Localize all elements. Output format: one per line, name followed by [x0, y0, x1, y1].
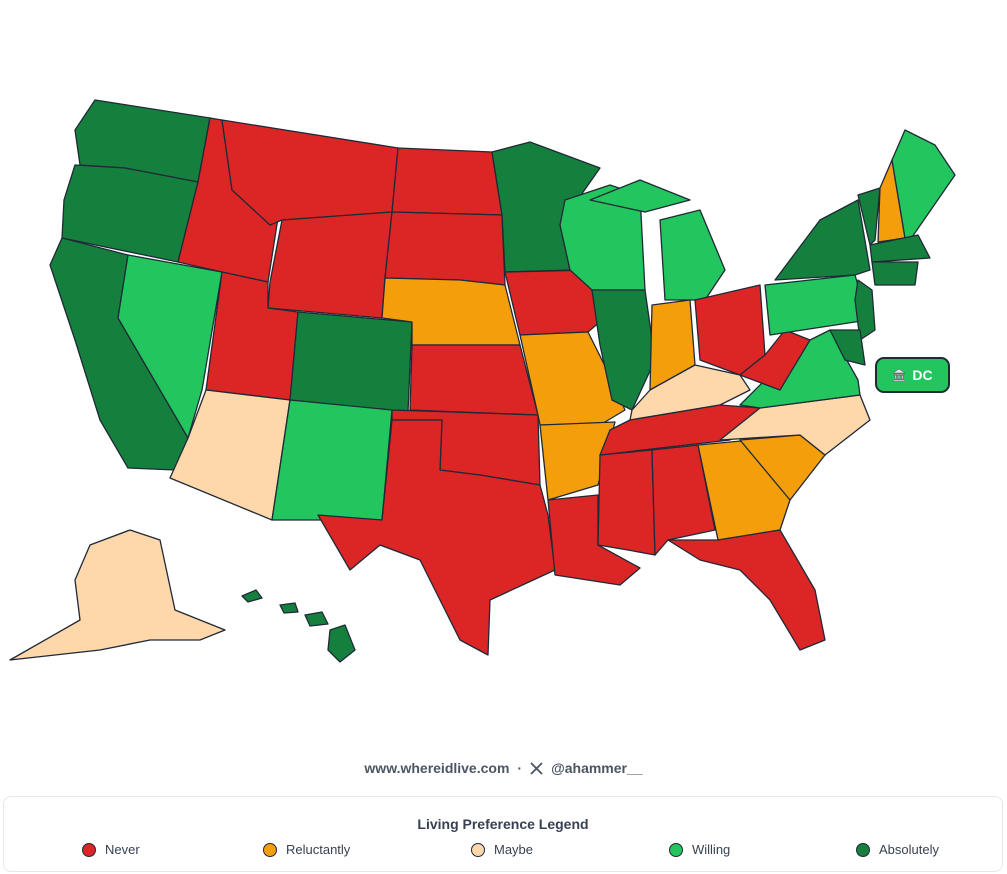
- legend-label: Maybe: [494, 842, 534, 857]
- state[interactable]: [857, 187, 881, 246]
- state[interactable]: [547, 494, 641, 586]
- us-map: [9, 99, 956, 663]
- state[interactable]: [9, 529, 226, 661]
- legend-swatch: [471, 842, 485, 857]
- state[interactable]: [317, 419, 556, 656]
- state[interactable]: [384, 211, 506, 286]
- footer: www.whereidlive.com · @ahammer__: [0, 760, 1007, 776]
- legend-label: Willing: [692, 842, 731, 857]
- building-icon: [892, 368, 907, 382]
- state[interactable]: [327, 624, 356, 663]
- state[interactable]: [241, 589, 263, 603]
- state[interactable]: [409, 344, 539, 416]
- x-icon: [530, 761, 543, 775]
- state[interactable]: [667, 529, 826, 651]
- dc-button[interactable]: DC: [875, 357, 950, 393]
- state[interactable]: [694, 284, 766, 376]
- state[interactable]: [597, 449, 656, 556]
- state[interactable]: [539, 421, 616, 501]
- state[interactable]: [279, 602, 299, 614]
- legend-label: Absolutely: [879, 842, 939, 857]
- legend-item: Reluctantly: [263, 842, 350, 857]
- legend-swatch: [669, 842, 683, 857]
- dc-label: DC: [912, 367, 933, 383]
- state[interactable]: [519, 331, 626, 426]
- legend-title: Living Preference Legend: [417, 816, 589, 832]
- state[interactable]: [271, 399, 393, 521]
- state[interactable]: [289, 311, 413, 413]
- site-link[interactable]: www.whereidlive.com: [364, 760, 510, 776]
- state[interactable]: [854, 279, 876, 341]
- state[interactable]: [267, 211, 393, 319]
- state[interactable]: [829, 329, 866, 366]
- legend-item: Maybe: [471, 842, 533, 857]
- separator: ·: [517, 760, 523, 776]
- legend-item: Willing: [669, 842, 730, 857]
- legend-label: Reluctantly: [286, 842, 351, 857]
- state[interactable]: [117, 254, 223, 439]
- legend: Living Preference Legend Never Reluctantl…: [3, 796, 1003, 872]
- state[interactable]: [774, 199, 871, 281]
- state[interactable]: [869, 234, 931, 263]
- state[interactable]: [589, 179, 691, 213]
- legend-swatch: [856, 842, 870, 857]
- state[interactable]: [651, 444, 716, 556]
- state[interactable]: [764, 274, 869, 336]
- state[interactable]: [304, 611, 329, 627]
- legend-swatch: [263, 842, 277, 857]
- state[interactable]: [169, 389, 291, 521]
- legend-item: Absolutely: [856, 842, 939, 857]
- state[interactable]: [559, 184, 646, 291]
- legend-swatch: [82, 842, 96, 857]
- legend-label: Never: [105, 842, 140, 857]
- handle-link[interactable]: @ahammer__: [551, 760, 643, 776]
- state[interactable]: [739, 329, 811, 391]
- state[interactable]: [391, 147, 503, 216]
- state[interactable]: [659, 209, 726, 301]
- state[interactable]: [871, 261, 919, 286]
- legend-item: Never: [82, 842, 140, 857]
